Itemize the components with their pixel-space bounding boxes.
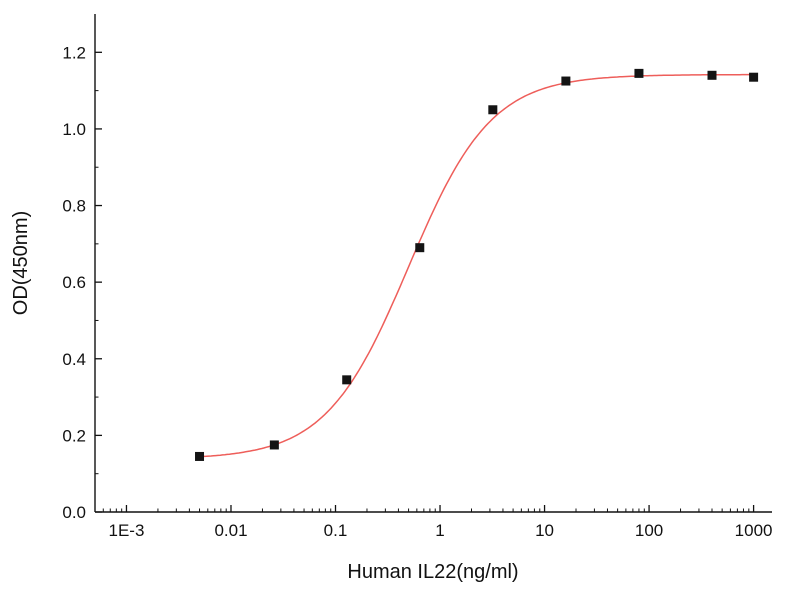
data-points-layer [195, 68, 759, 461]
y-tick-label: 0.6 [62, 273, 86, 292]
x-axis-title: Human IL22(ng/ml) [347, 561, 518, 583]
y-tick-label: 0.4 [62, 350, 86, 369]
y-axis-title: OD(450nm) [10, 211, 32, 315]
y-tick-label: 0.0 [62, 503, 86, 522]
x-tick-label: 1 [435, 521, 444, 540]
x-tick-label: 10 [535, 521, 554, 540]
x-tick-label: 0.01 [214, 521, 247, 540]
y-tick-label: 1.0 [62, 120, 86, 139]
x-tick-label: 100 [635, 521, 663, 540]
data-point-marker [342, 375, 352, 385]
data-point-marker [269, 440, 279, 450]
data-point-marker [488, 105, 498, 115]
x-tick-label: 0.1 [324, 521, 348, 540]
data-point-marker [561, 76, 571, 86]
y-tick-label: 1.2 [62, 43, 86, 62]
data-point-marker [195, 451, 205, 461]
data-point-marker [415, 243, 425, 253]
y-tick-label: 0.8 [62, 197, 86, 216]
y-tick-label: 0.2 [62, 426, 86, 445]
x-tick-label: 1000 [735, 521, 773, 540]
fit-curve-layer [199, 73, 754, 458]
fit-curve [199, 73, 754, 458]
data-point-marker [707, 70, 717, 80]
chart-axes: 1E-3 0.01 0.1 1 10 100 1000 0.0 0.2 0.4 0.6 0.8 1.0 1… [62, 14, 773, 540]
data-point-marker [749, 72, 759, 82]
x-tick-label: 1E-3 [109, 521, 145, 540]
data-point-marker [634, 68, 644, 78]
